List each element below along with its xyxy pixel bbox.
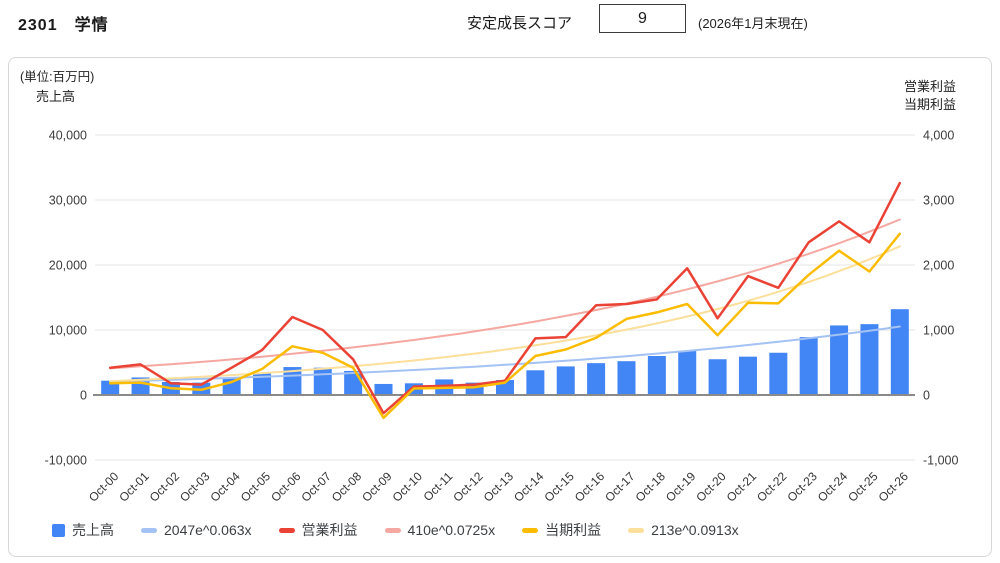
revenue-bar-Oct-26[interactable] xyxy=(890,309,909,395)
line-series-当期利益 xyxy=(108,232,902,420)
legend-swatch-net-profit xyxy=(522,527,539,533)
unit-note: (単位:百万円) xyxy=(20,70,95,84)
x-axis-label-Oct-26: Oct-26 xyxy=(876,469,912,505)
legend-item-revenue-trend[interactable]: 2047e^0.063x xyxy=(141,522,252,538)
page-title: 2301 学情 xyxy=(18,17,109,34)
trendline-213e^0.0913x xyxy=(109,245,901,383)
x-axis-label-Oct-15: Oct-15 xyxy=(541,469,577,505)
revenue-bar-Oct-15[interactable] xyxy=(556,366,575,395)
revenue-bar-Oct-17[interactable] xyxy=(617,361,636,395)
x-axis-label-Oct-01: Oct-01 xyxy=(116,469,152,505)
revenue-bar-Oct-19[interactable] xyxy=(678,350,697,395)
x-axis-label-Oct-03: Oct-03 xyxy=(177,469,213,505)
stability-score-value: 9 xyxy=(638,9,647,27)
x-axis-label-Oct-12: Oct-12 xyxy=(450,469,486,505)
revenue-bar-Oct-09[interactable] xyxy=(374,383,393,395)
left-axis-tick: 40,000 xyxy=(49,129,87,143)
legend-label-operating-profit: 営業利益 xyxy=(301,522,358,538)
revenue-bar-Oct-22[interactable] xyxy=(769,352,788,395)
right-axis-tick: 4,000 xyxy=(923,129,954,143)
line-series-営業利益 xyxy=(108,181,902,415)
legend-item-revenue[interactable]: 売上高 xyxy=(52,520,114,540)
revenue-bar-Oct-21[interactable] xyxy=(738,356,757,395)
legend-swatch-revenue xyxy=(52,523,65,537)
x-axis-label-Oct-09: Oct-09 xyxy=(359,469,395,505)
x-axis-label-Oct-20: Oct-20 xyxy=(693,469,729,505)
legend-item-operating-profit-trend[interactable]: 410e^0.0725x xyxy=(384,522,496,538)
x-axis-label-Oct-08: Oct-08 xyxy=(329,469,365,505)
as-of-date: (2026年1月末現在) xyxy=(698,16,808,31)
left-axis-tick: 10,000 xyxy=(49,324,87,338)
legend-label-net-profit: 当期利益 xyxy=(545,522,602,538)
legend-label-net-profit-trend: 213e^0.0913x xyxy=(651,522,739,538)
x-axis-label-Oct-17: Oct-17 xyxy=(602,469,638,505)
stability-score-label: 安定成長スコア xyxy=(467,15,573,32)
x-axis-label-Oct-21: Oct-21 xyxy=(724,469,760,505)
revenue-bar-Oct-18[interactable] xyxy=(647,356,666,395)
legend-item-operating-profit[interactable]: 営業利益 xyxy=(278,520,358,540)
right-axis-title-net: 当期利益 xyxy=(903,97,956,112)
revenue-bar-Oct-08[interactable] xyxy=(344,370,363,395)
legend-swatch-operating-profit xyxy=(278,527,295,533)
x-axis-label-Oct-22: Oct-22 xyxy=(754,469,790,505)
revenue-bar-Oct-25[interactable] xyxy=(860,324,879,395)
x-axis-label-Oct-00: Oct-00 xyxy=(86,469,122,505)
trendline-410e^0.0725x xyxy=(109,218,901,370)
x-axis-label-Oct-02: Oct-02 xyxy=(147,469,183,505)
revenue-bar-Oct-06[interactable] xyxy=(283,367,302,395)
revenue-bar-Oct-14[interactable] xyxy=(526,370,545,395)
x-axis-label-Oct-10: Oct-10 xyxy=(390,469,426,505)
x-axis-label-Oct-07: Oct-07 xyxy=(299,469,335,505)
legend-swatch-operating-profit-trend xyxy=(384,527,401,533)
x-axis-label-Oct-19: Oct-19 xyxy=(663,469,699,505)
left-axis-tick: 30,000 xyxy=(49,194,87,208)
legend-item-net-profit[interactable]: 当期利益 xyxy=(522,520,601,540)
x-axis-label-Oct-18: Oct-18 xyxy=(633,469,669,505)
x-axis-label-Oct-13: Oct-13 xyxy=(481,469,517,505)
revenue-bar-Oct-07[interactable] xyxy=(313,367,332,395)
right-axis-tick: 0 xyxy=(923,389,930,403)
right-axis-tick: -1,000 xyxy=(923,454,958,468)
x-axis-label-Oct-06: Oct-06 xyxy=(268,469,304,505)
right-axis-title: 営業利益 当期利益 xyxy=(904,78,956,114)
x-axis-label-Oct-04: Oct-04 xyxy=(207,469,243,505)
x-axis-label-Oct-23: Oct-23 xyxy=(784,469,820,505)
left-axis-tick: 0 xyxy=(80,389,87,403)
left-axis-title: 売上高 xyxy=(36,89,76,104)
revenue-bar-Oct-20[interactable] xyxy=(708,359,727,395)
x-axis-label-Oct-05: Oct-05 xyxy=(238,469,274,505)
legend-swatch-revenue-trend xyxy=(141,527,157,533)
right-axis-tick: 2,000 xyxy=(923,259,954,273)
x-axis-label-Oct-25: Oct-25 xyxy=(845,469,881,505)
legend-label-revenue-trend: 2047e^0.063x xyxy=(164,522,252,538)
revenue-bar-Oct-05[interactable] xyxy=(253,373,272,395)
legend-label-operating-profit-trend: 410e^0.0725x xyxy=(407,522,496,538)
revenue-bar-Oct-23[interactable] xyxy=(799,337,818,395)
right-axis-title-operating: 営業利益 xyxy=(903,79,956,94)
stability-score-box: 9 xyxy=(599,4,686,33)
revenue-bar-Oct-24[interactable] xyxy=(830,325,849,395)
chart-legend: 売上高 2047e^0.063x 営業利益 410e^0.0725x 当期利益 213e^… xyxy=(52,520,980,540)
x-axis-label-Oct-11: Oct-11 xyxy=(421,469,456,504)
left-axis-tick: -10,000 xyxy=(45,454,87,468)
right-axis-tick: 1,000 xyxy=(923,324,954,338)
legend-swatch-net-profit-trend xyxy=(628,527,645,533)
x-axis-label-Oct-24: Oct-24 xyxy=(815,469,851,505)
x-axis-label-Oct-14: Oct-14 xyxy=(511,469,547,505)
x-axis-label-Oct-16: Oct-16 xyxy=(572,469,608,505)
chart-card xyxy=(8,57,992,557)
legend-item-net-profit-trend[interactable]: 213e^0.0913x xyxy=(628,522,739,538)
revenue-bar-Oct-16[interactable] xyxy=(587,363,606,395)
revenue-profit-combo-chart: -10,000 -1,000 0 0 10,000 1,000 20,000 2,000 30,… xyxy=(45,129,959,505)
legend-label-revenue: 売上高 xyxy=(72,522,114,538)
right-axis-tick: 3,000 xyxy=(923,194,954,208)
left-axis-tick: 20,000 xyxy=(49,259,87,273)
